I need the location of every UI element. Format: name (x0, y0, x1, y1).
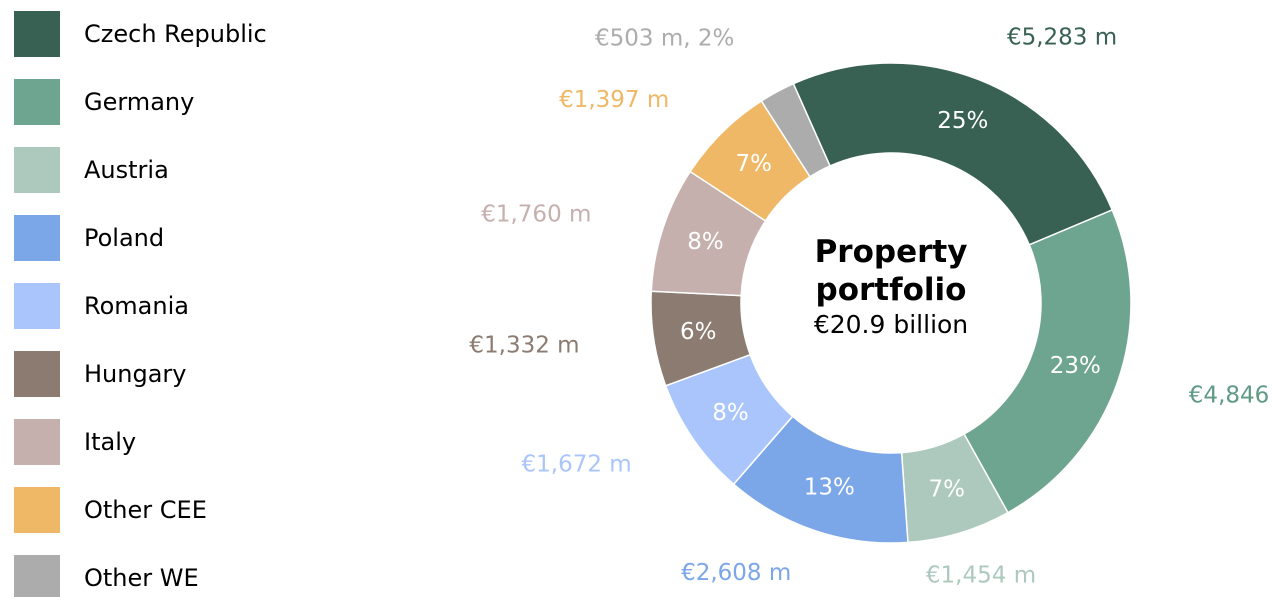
chart-subtitle: €20.9 billion (813, 310, 969, 339)
value-label: €4,846 m (1189, 382, 1274, 408)
share-label: 8% (712, 400, 749, 426)
legend-label: Poland (84, 224, 164, 252)
share-label: 13% (804, 474, 855, 500)
value-label: €5,283 m (1007, 25, 1117, 51)
legend-label: Romania (84, 292, 189, 320)
legend-swatch (14, 11, 60, 57)
legend-swatch (14, 419, 60, 465)
legend-swatch (14, 283, 60, 329)
share-label: 23% (1050, 353, 1101, 379)
value-label: €503 m, 2% (595, 25, 734, 51)
value-label: €2,608 m (681, 560, 791, 586)
legend-swatch (14, 215, 60, 261)
legend-label: Hungary (84, 360, 186, 388)
value-label: €1,397 m (559, 87, 669, 113)
center-label: Property portfolio €20.9 billion (771, 233, 1011, 341)
legend-label: Other CEE (84, 496, 207, 524)
value-label: €1,454 m (926, 563, 1036, 589)
legend-swatch (14, 487, 60, 533)
legend-label: Italy (84, 428, 136, 456)
value-label: €1,672 m (522, 451, 632, 477)
share-label: 25% (937, 108, 988, 134)
share-label: 6% (680, 319, 717, 345)
value-label: €1,760 m (481, 201, 591, 227)
value-label: €1,332 m (469, 332, 579, 358)
legend-label: Other WE (84, 564, 199, 592)
donut-slice (792, 62, 1114, 246)
legend-label: Czech Republic (84, 20, 267, 48)
share-label: 7% (735, 151, 772, 177)
legend-swatch (14, 147, 60, 193)
legend-swatch (14, 351, 60, 397)
share-label: 7% (928, 476, 965, 502)
donut-slice (963, 208, 1132, 514)
share-label: 8% (687, 229, 724, 255)
legend-swatch (14, 79, 60, 125)
legend-swatch (14, 555, 60, 597)
legend-label: Austria (84, 156, 169, 184)
chart-title: Property portfolio (814, 234, 968, 308)
donut-slice (760, 82, 831, 178)
legend-label: Germany (84, 88, 194, 116)
